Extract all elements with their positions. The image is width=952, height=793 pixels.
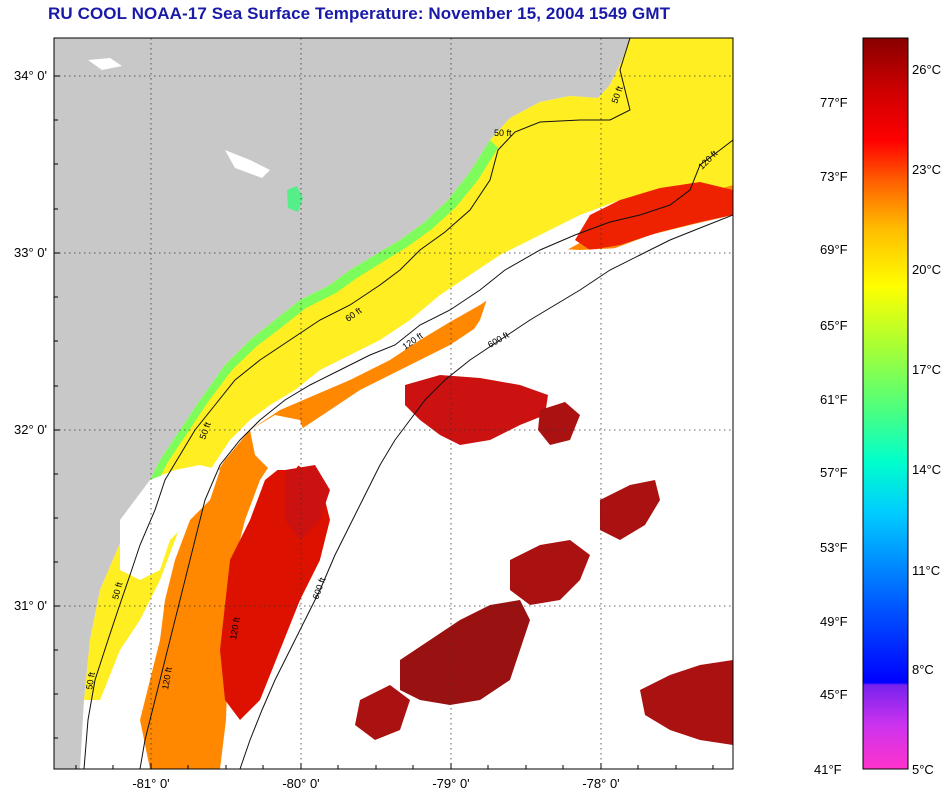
- f-label: 45°F: [820, 687, 848, 702]
- lat-label: 33° 0': [14, 245, 47, 260]
- c-label: 11°C: [912, 563, 940, 578]
- c-label: 8°C: [912, 662, 934, 677]
- land-mass: [54, 38, 630, 769]
- cloud-patch-shelf: [120, 465, 220, 580]
- sst-warm-patch-1: [405, 375, 548, 445]
- c-label: 20°C: [912, 262, 941, 277]
- f-label: 41°F: [814, 762, 842, 777]
- sst-shelf-yellow: [84, 38, 733, 700]
- longitude-labels: -81° 0' -80° 0' -79° 0' -78° 0': [132, 776, 619, 791]
- lon-label: -79° 0': [432, 776, 469, 791]
- sst-gulf-stream-red: [575, 182, 733, 250]
- c-label: 23°C: [912, 162, 941, 177]
- latitude-labels: 34° 0' 33° 0' 32° 0' 31° 0': [14, 68, 47, 613]
- f-label: 53°F: [820, 540, 848, 555]
- sst-warm-patch-8: [285, 465, 330, 540]
- contour-label: 50 ft: [494, 128, 512, 138]
- inland-lake: [287, 186, 303, 212]
- sst-warm-patch-2: [400, 600, 530, 705]
- c-label: 17°C: [912, 362, 941, 377]
- inland-lake-2: [88, 58, 122, 70]
- contour-label: 120 ft: [160, 666, 174, 690]
- lon-label: -78° 0': [582, 776, 619, 791]
- sst-warm-patch-6: [538, 402, 580, 445]
- cloud-patch-central: [320, 230, 733, 720]
- celsius-labels: 26°C 23°C 20°C 17°C 14°C 11°C 8°C 5°C: [912, 62, 941, 777]
- f-label: 65°F: [820, 318, 848, 333]
- map-title: RU COOL NOAA-17 Sea Surface Temperature:…: [48, 4, 671, 23]
- colorbar: 77°F 73°F 69°F 65°F 61°F 57°F 53°F 49°F …: [814, 37, 941, 777]
- depth-contours: [83, 38, 733, 769]
- contour-600ft: [239, 214, 733, 769]
- c-label: 14°C: [912, 462, 941, 477]
- lon-label: -81° 0': [132, 776, 169, 791]
- contour-label: 50 ft: [84, 671, 97, 690]
- colorbar-gradient: [862, 37, 909, 770]
- map-frame: [53, 37, 734, 770]
- contour-label: 50 ft: [110, 581, 124, 601]
- lat-label: 34° 0': [14, 68, 47, 83]
- f-label: 73°F: [820, 169, 848, 184]
- f-label: 49°F: [820, 614, 848, 629]
- graticule: [54, 38, 733, 769]
- inland-lake-3: [225, 150, 270, 178]
- fahrenheit-labels: 77°F 73°F 69°F 65°F 61°F 57°F 53°F 49°F …: [814, 95, 848, 777]
- f-label: 61°F: [820, 392, 848, 407]
- f-label: 69°F: [820, 242, 848, 257]
- contour-50ft: [83, 38, 631, 769]
- f-label: 77°F: [820, 95, 848, 110]
- lat-label: 32° 0': [14, 422, 47, 437]
- map-plot: 50 ft 50 ft 60 ft 120 ft 600 ft 120 ft 5…: [14, 37, 734, 791]
- f-label: 57°F: [820, 465, 848, 480]
- contour-120ft: [139, 139, 733, 769]
- axis-ticks: [54, 75, 714, 769]
- sst-warm-patch-3: [510, 540, 590, 605]
- sst-warm-patch-7: [355, 685, 410, 740]
- sst-warm-patch-4: [600, 480, 660, 540]
- contour-label: 120 ft: [228, 616, 242, 640]
- c-label: 26°C: [912, 62, 941, 77]
- cloud-patch-shelf-2: [250, 415, 310, 470]
- lat-label: 31° 0': [14, 598, 47, 613]
- lon-label: -80° 0': [282, 776, 319, 791]
- sst-warm-patch-5: [640, 660, 733, 745]
- c-label: 5°C: [912, 762, 934, 777]
- sst-shelf-orange: [140, 185, 733, 769]
